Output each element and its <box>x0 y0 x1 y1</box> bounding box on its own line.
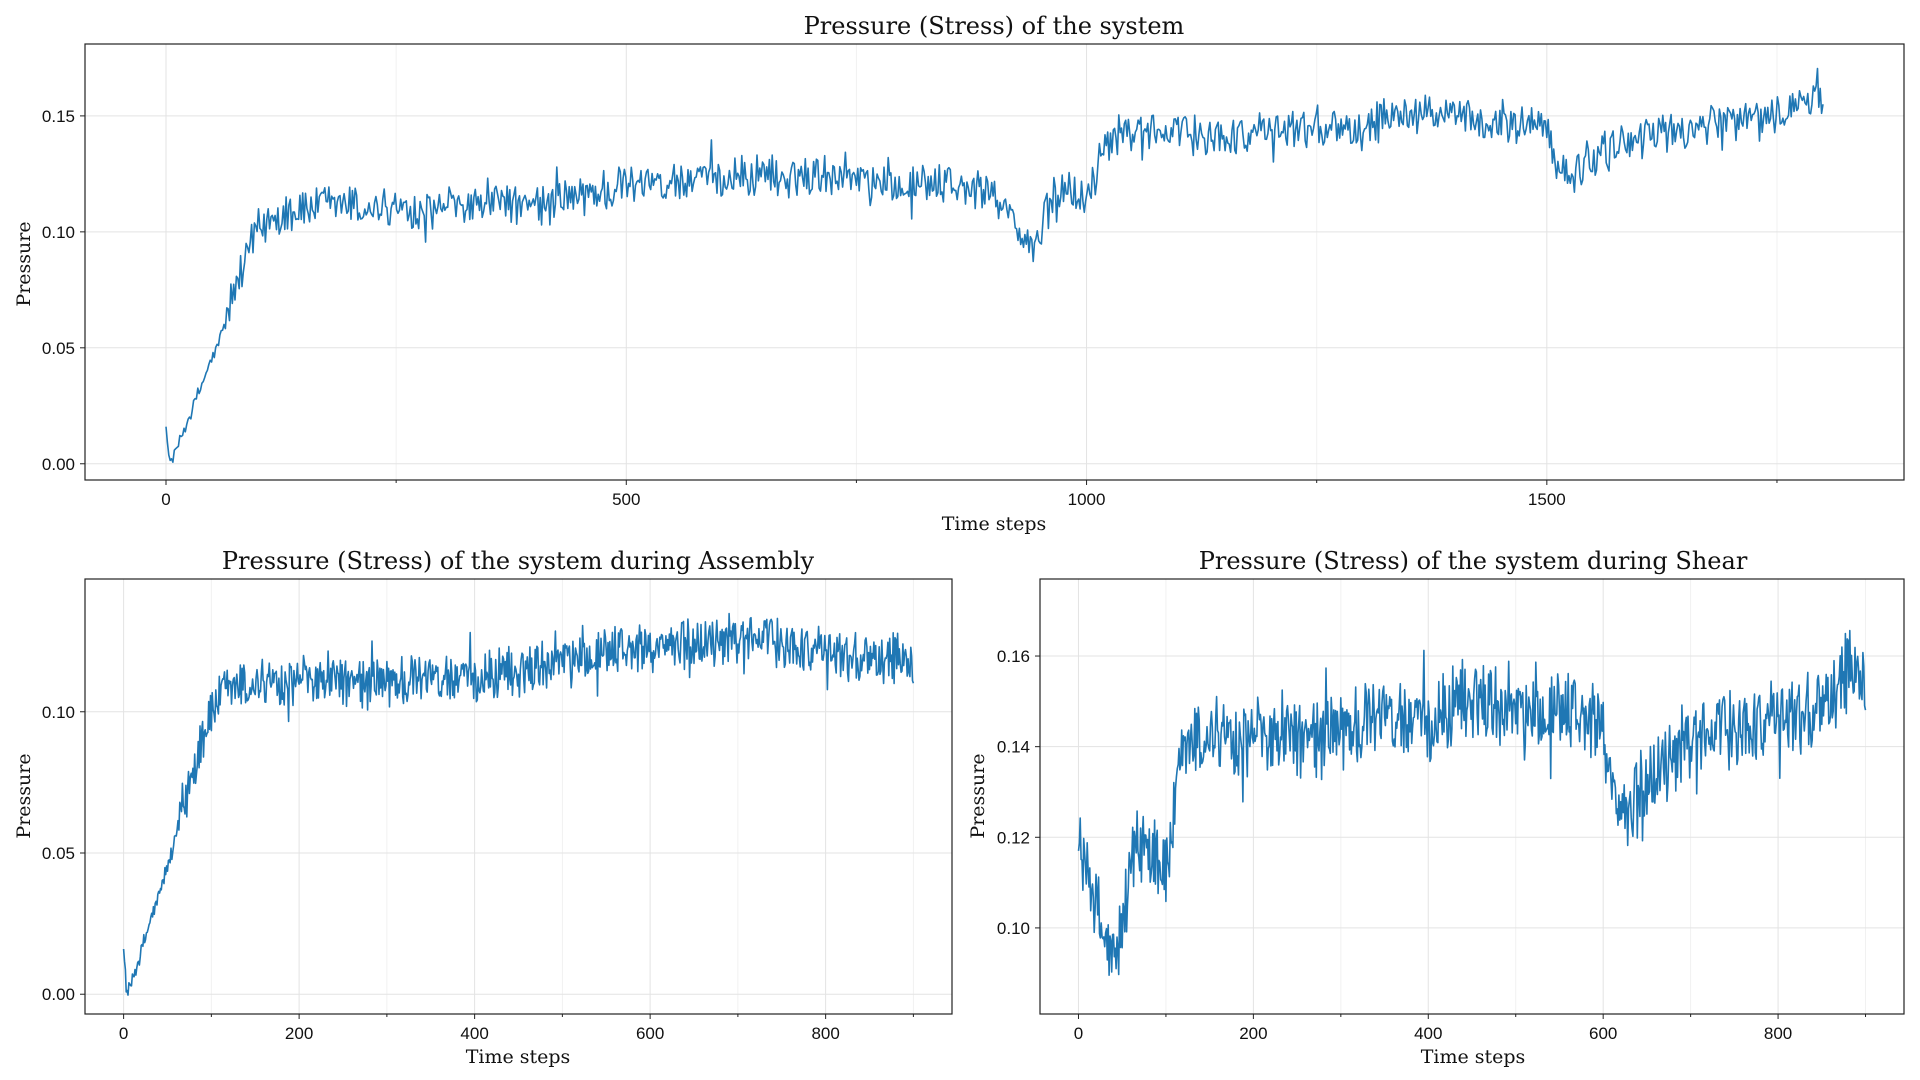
x-tick-label: 400 <box>460 1024 488 1043</box>
pressure-series-line <box>1077 629 1867 977</box>
axes: 0 200 400 600 800 0.00 0.05 0.10 <box>42 578 953 1043</box>
x-tick-label: 400 <box>1414 1024 1442 1043</box>
chart-title: Pressure (Stress) of the system during S… <box>1199 547 1748 575</box>
axes-frame <box>1039 578 1905 1015</box>
y-tick-label: 0.12 <box>997 828 1030 847</box>
x-tick-label: 1000 <box>1068 490 1106 509</box>
x-tick-label: 0 <box>161 490 170 509</box>
x-tick-label: 0 <box>1074 1024 1083 1043</box>
y-tick-label: 0.14 <box>997 738 1030 757</box>
y-axis-label: Pressure <box>967 753 989 838</box>
y-axis-label: Pressure <box>13 221 35 306</box>
x-tick-label: 600 <box>1589 1024 1617 1043</box>
x-tick-label: 200 <box>1239 1024 1267 1043</box>
pressure-series-line <box>165 67 1824 464</box>
y-tick-label: 0.00 <box>42 985 75 1004</box>
axes-frame <box>84 43 1905 481</box>
y-tick-label: 0.05 <box>42 844 75 863</box>
x-tick-label: 800 <box>811 1024 839 1043</box>
x-tick-label: 1500 <box>1528 490 1566 509</box>
y-tick-label: 0.15 <box>42 107 75 126</box>
y-tick-label: 0.10 <box>42 703 75 722</box>
y-tick-label: 0.10 <box>42 223 75 242</box>
x-tick-label: 0 <box>119 1024 128 1043</box>
chart-title: Pressure (Stress) of the system during A… <box>222 547 815 575</box>
y-tick-label: 0.16 <box>997 647 1030 666</box>
x-axis-label: Time steps <box>942 513 1047 535</box>
x-tick-label: 600 <box>636 1024 664 1043</box>
x-tick-label: 500 <box>612 490 640 509</box>
x-tick-label: 800 <box>1764 1024 1792 1043</box>
x-tick-label: 200 <box>285 1024 313 1043</box>
axes-frame <box>84 578 953 1015</box>
y-axis-label: Pressure <box>13 753 35 838</box>
x-axis-label: Time steps <box>466 1046 571 1068</box>
y-tick-label: 0.00 <box>42 455 75 474</box>
plot-assembly: Pressure (Stress) of the system during A… <box>13 547 953 1068</box>
x-axis-label: Time steps <box>1421 1046 1526 1068</box>
axes: 0 500 1000 1500 0.00 0.05 0.10 0.15 <box>42 43 1905 509</box>
plot-full: Pressure (Stress) of the system Time ste… <box>13 12 1905 535</box>
chart-title: Pressure (Stress) of the system <box>804 12 1185 40</box>
axes: 0 200 400 600 800 0.10 0.12 0.14 0.16 <box>997 578 1905 1043</box>
pressure-series-line <box>122 612 915 996</box>
y-tick-label: 0.05 <box>42 339 75 358</box>
y-tick-label: 0.10 <box>997 919 1030 938</box>
plot-shear: Pressure (Stress) of the system during S… <box>967 547 1905 1068</box>
